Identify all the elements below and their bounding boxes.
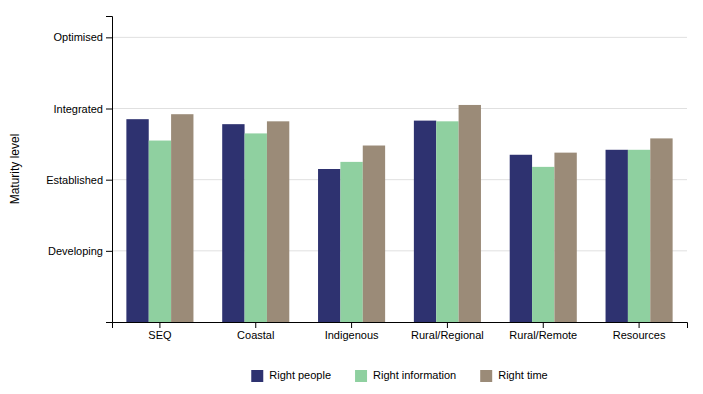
y-axis-title: Maturity level [8,134,22,205]
bar [245,133,267,322]
x-tick-mark [639,322,640,328]
bar [628,150,650,322]
bar [510,155,532,322]
bar [554,153,576,322]
bar [650,138,672,322]
legend-label: Right information [373,369,456,381]
bar [222,124,244,322]
x-tick-label: Rural/Regional [411,329,484,341]
bar [606,150,628,322]
bar [126,119,148,322]
y-tick-label: Integrated [53,103,103,115]
bar [340,162,362,322]
y-tick-mark [106,109,112,110]
x-tick-label: Coastal [237,329,274,341]
x-tick: Coastal [237,322,274,341]
x-tick-mark [351,322,352,328]
y-tick: Established [46,174,112,186]
grid-line [112,179,687,180]
grid [112,37,687,250]
bar-series [126,119,628,322]
x-tick: Rural/Regional [411,322,484,341]
x-tick-mark [447,322,448,328]
x-tick-mark [543,322,544,328]
legend-label: Right people [269,369,331,381]
legend-item: Right time [480,369,548,382]
x-tick: Indigenous [325,322,379,341]
bar [436,121,458,322]
bar [267,121,289,322]
legend-swatch [355,370,367,382]
x-tick: Resources [613,322,666,341]
legend-item: Right people [251,369,331,382]
x-tick-label: SEQ [148,329,172,341]
x-tick-label: Resources [613,329,666,341]
bar [414,121,436,322]
x-tick-label: Rural/Remote [509,329,577,341]
x-tick: SEQ [148,322,172,341]
y-tick: Integrated [53,103,112,115]
grid-line [112,250,687,251]
y-axis: Developing Established Integrated Optimised [46,17,112,323]
grid-line [112,37,687,38]
bar-series [149,121,651,322]
bar [149,141,171,322]
y-tick-label: Developing [48,245,103,257]
legend-label: Right time [498,369,548,381]
plot: Developing Established Integrated Optimised… [46,17,687,341]
x-axis-line [113,323,688,329]
legend-swatch [480,370,492,382]
x-axis: SEQ Coastal Indigenous Rural/Regional Rural/… [113,322,688,341]
bar-series [171,105,673,322]
y-tick-mark [106,251,112,252]
x-tick-label: Indigenous [325,329,379,341]
bar [459,105,481,322]
legend: Right people Right information Right time [251,369,547,382]
bar [171,114,193,322]
bar [363,146,385,322]
grid-line [112,108,687,109]
chart: Developing Established Integrated Optimised… [0,0,703,394]
y-tick: Developing [48,245,112,257]
legend-item: Right information [355,369,456,382]
y-tick-mark [106,37,112,38]
y-tick-label: Optimised [53,31,103,43]
x-tick: Rural/Remote [509,322,577,341]
y-tick-mark [106,180,112,181]
bar [318,169,340,322]
bars [126,105,672,322]
x-tick-mark [159,322,160,328]
legend-swatch [251,370,263,382]
y-tick: Optimised [53,31,112,43]
y-tick-label: Established [46,174,103,186]
bar [532,167,554,322]
x-tick-mark [255,322,256,328]
y-axis-line [106,17,113,323]
